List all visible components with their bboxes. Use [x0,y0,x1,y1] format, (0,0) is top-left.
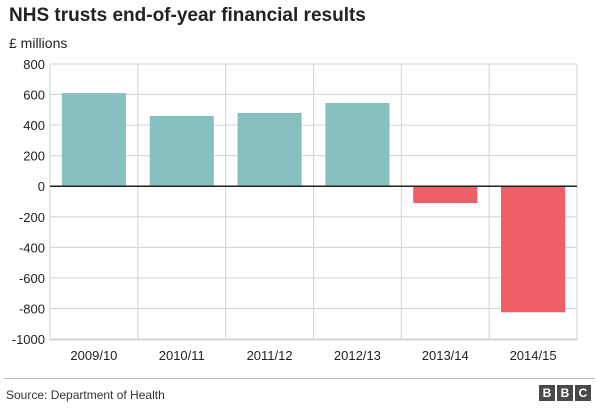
y-tick-label: 0 [38,179,45,194]
y-tick-label: -600 [19,271,45,286]
x-tick-label: 2010/11 [159,348,205,363]
chart-title: NHS trusts end-of-year financial results [9,5,366,26]
unit-label: £ millions [9,35,68,51]
bar [237,112,302,187]
x-tick-label: 2012/13 [334,348,381,363]
y-tick-label: -400 [19,240,45,255]
bbc-logo-letter-2: B [557,385,573,401]
y-tick-label: 400 [23,118,45,133]
y-tick-label: 800 [23,57,45,72]
bar [61,93,126,187]
y-tick-label: 200 [23,149,45,164]
bbc-logo-letter-1: B [539,385,555,401]
y-tick-label: -1000 [12,332,45,347]
y-tick-label: -200 [19,210,45,225]
x-tick-label: 2014/15 [510,348,557,363]
y-tick-label: 600 [23,88,45,103]
bar [149,115,214,187]
footer-divider [4,378,595,379]
y-tick-label: -800 [19,301,45,316]
bar [413,186,478,204]
bbc-logo-letter-3: C [575,385,591,401]
x-tick-label: 2011/12 [247,348,293,363]
bar [501,186,566,313]
bar [325,102,390,187]
source-text: Source: Department of Health [6,388,165,402]
bbc-logo: B B C [539,385,591,401]
x-tick-label: 2009/10 [70,348,117,363]
x-tick-label: 2013/14 [422,348,469,363]
